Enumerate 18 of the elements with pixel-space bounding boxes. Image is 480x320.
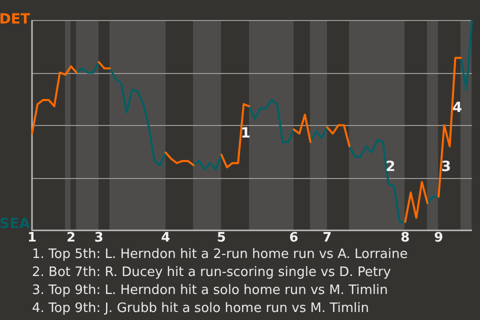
x-tick-label: 4 [161,230,170,246]
x-tick-label: 2 [66,230,76,246]
text: 4. Top 9th: J. Grubb hit a solo home run vs M. Timlin [32,300,370,318]
annotation: 2 [386,158,396,175]
x-tick-label: 7 [322,230,332,246]
x-tick-label: 9 [434,230,444,246]
x-tick-label: 3 [94,230,104,246]
x-tick-label: 5 [216,230,226,246]
x-tick-label: 6 [289,230,298,246]
x-tick-label: 8 [400,230,410,246]
x-tick-label: 1 [27,230,37,246]
text: 2. Bot 7th: R. Ducey hit a run-scoring single vs D. Petry [32,264,392,282]
annotation: 1 [240,125,251,142]
text: 1. Top 5th: L. Herndon hit a 2-run home run vs A. Lorraine [32,246,409,264]
text: DET [0,12,30,28]
annotation: 3 [441,158,452,175]
annotation: 4 [452,100,462,116]
text: 3. Top 9th: L. Herndon hit a solo home run vs M. Timlin [32,282,389,300]
